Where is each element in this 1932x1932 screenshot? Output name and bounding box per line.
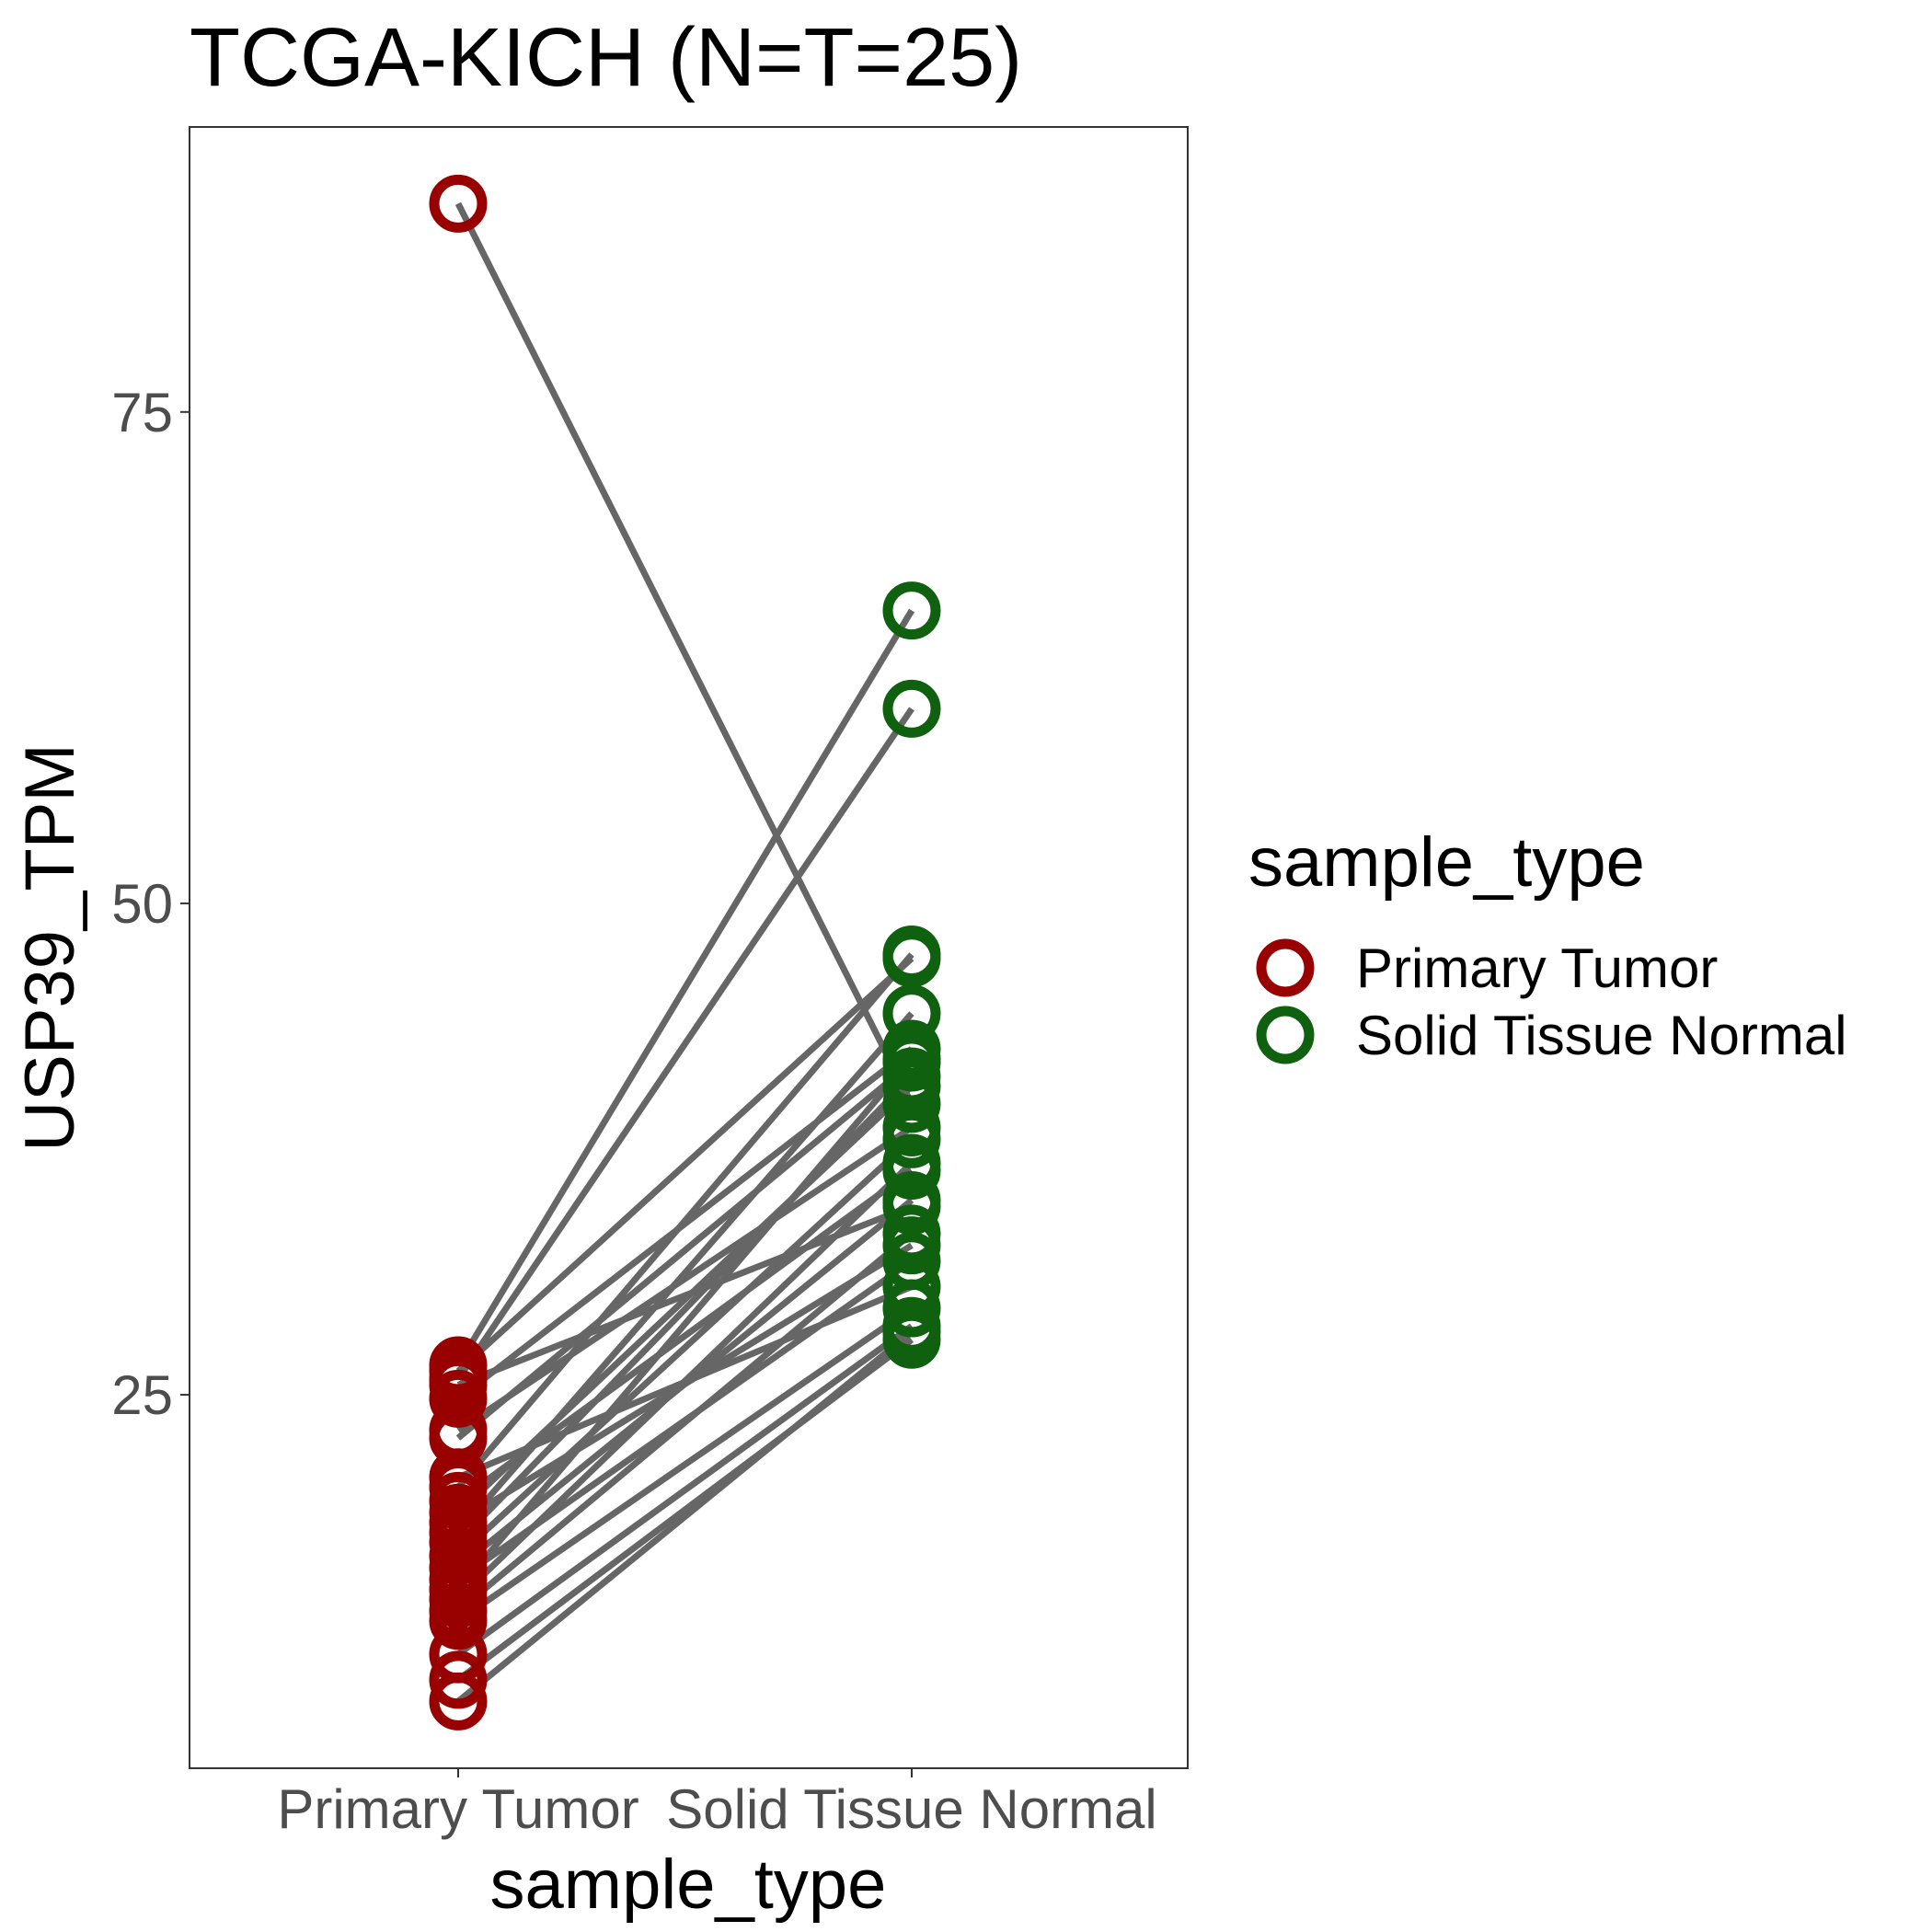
chart-title: TCGA-KICH (N=T=25) — [190, 12, 1022, 104]
normal-point — [882, 1047, 941, 1106]
tumor-point — [429, 1369, 488, 1428]
pair-line — [455, 952, 914, 1489]
pair-line — [456, 1124, 914, 1433]
y-axis-title: USP39_TPM — [11, 743, 89, 1152]
x-axis: Primary Tumor Solid Tissue Normal — [277, 1768, 1157, 1840]
tumor-point — [429, 1672, 488, 1731]
legend-key — [1256, 938, 1315, 997]
pair-line — [455, 1056, 914, 1592]
normal-point — [882, 1204, 941, 1263]
normal-point — [882, 1110, 941, 1168]
legend-key — [1256, 1006, 1315, 1064]
pair-line — [455, 1160, 914, 1602]
data-points — [429, 174, 941, 1731]
pair-line — [455, 1328, 914, 1705]
x-tick-label: Solid Tissue Normal — [666, 1778, 1157, 1840]
pair-line — [455, 956, 914, 1374]
pair-line — [456, 1305, 914, 1624]
normal-point — [882, 1171, 941, 1230]
legend-label: Solid Tissue Normal — [1356, 1005, 1847, 1066]
normal-point — [882, 1133, 941, 1192]
legend-title: sample_type — [1248, 823, 1645, 902]
pair-line — [455, 707, 914, 1381]
legend-label: Primary Tumor — [1356, 937, 1718, 999]
pair-line — [454, 608, 915, 1367]
tumor-point — [429, 1592, 488, 1650]
plot-panel-border — [189, 126, 1189, 1769]
normal-point — [882, 1303, 941, 1362]
paired-lines — [454, 201, 915, 1705]
pair-line — [455, 1074, 914, 1545]
y-tick-label: 25 — [111, 1364, 173, 1426]
pair-line — [455, 1323, 914, 1657]
pair-line — [454, 201, 915, 1106]
normal-point — [882, 1279, 941, 1338]
x-axis-title: sample_type — [490, 1846, 887, 1924]
normal-point — [882, 679, 941, 738]
tumor-point — [429, 174, 488, 233]
pair-line — [455, 1060, 914, 1441]
y-tick-label: 50 — [111, 873, 173, 935]
normal-point — [882, 925, 941, 983]
x-tick-label: Primary Tumor — [277, 1778, 638, 1840]
pair-line — [455, 1231, 914, 1614]
pair-line — [455, 1011, 914, 1535]
y-tick-label: 75 — [111, 382, 173, 443]
normal-point — [882, 581, 941, 640]
normal-point — [882, 1029, 941, 1088]
tumor-point — [429, 1650, 488, 1709]
pair-line — [455, 1136, 914, 1558]
y-axis: 25 50 75 — [111, 382, 190, 1426]
